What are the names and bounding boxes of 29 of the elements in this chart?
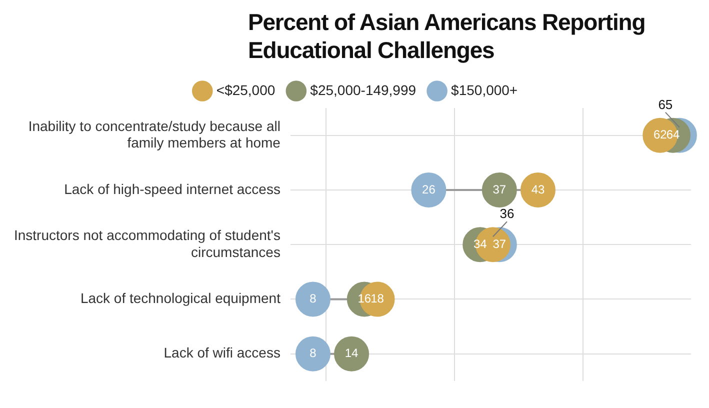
data-label: 34: [473, 236, 488, 251]
data-label: 14: [344, 346, 359, 360]
data-label: 64: [666, 128, 680, 142]
legend-label: $25,000-149,999: [310, 82, 416, 98]
y-tick-label: Lack of technological equipment: [80, 290, 281, 306]
annotation: 36: [500, 206, 514, 222]
data-label: 8: [310, 346, 317, 360]
data-label: 26: [422, 182, 436, 196]
annotation: 65: [658, 96, 673, 112]
y-tick-label: Lack of wifi access: [164, 344, 280, 361]
y-tick-label: Inability to concentrate/study because all family members at home: [28, 118, 281, 151]
point: [411, 172, 446, 208]
data-label: 37: [492, 182, 506, 196]
data-label: 62: [653, 128, 668, 142]
legend-label: $150,000+: [451, 82, 518, 98]
y-tick-label: Instructors not accommodating of student's circumstances: [14, 227, 280, 260]
chart-title: Percent of Asian Americans Reporting Educational Challenges: [248, 8, 646, 64]
y-tick-label: Lack of high-speed internet access: [64, 180, 280, 197]
data-label: 8: [310, 292, 317, 306]
data-label: 37: [492, 236, 506, 251]
data-label: 16: [358, 292, 372, 306]
legend-label: <$25,000: [216, 82, 276, 98]
point: [482, 172, 517, 208]
point: [295, 336, 330, 372]
point: [334, 336, 370, 372]
point: [295, 282, 330, 317]
point: [520, 172, 556, 208]
data-label: 43: [531, 182, 545, 196]
data-label: 18: [370, 292, 384, 306]
